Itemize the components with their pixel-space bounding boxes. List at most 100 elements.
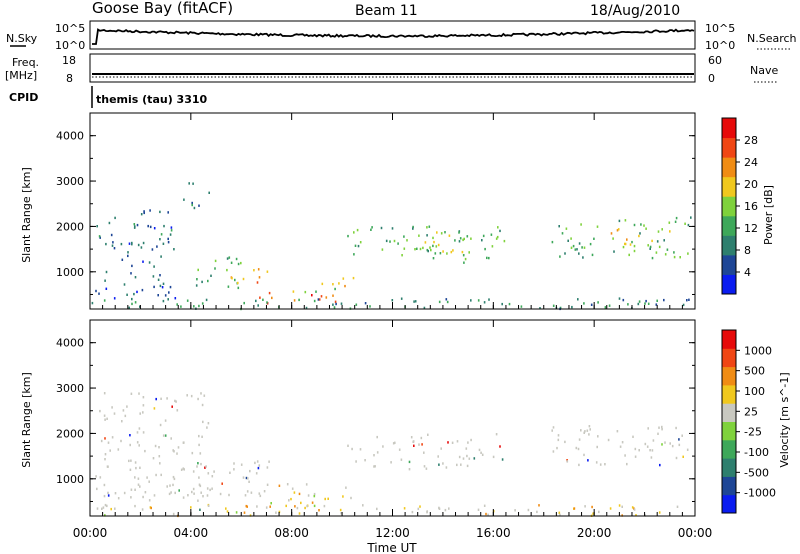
- scatter-cell: [290, 497, 292, 501]
- scatter-cell: [460, 463, 462, 466]
- scatter-cell: [347, 444, 349, 447]
- scatter-cell: [167, 241, 170, 244]
- scatter-cell: [226, 257, 229, 260]
- scatter-cell: [143, 211, 145, 215]
- scatter-cell: [257, 304, 259, 307]
- scatter-cell: [244, 494, 247, 497]
- scatter-cell: [134, 301, 137, 304]
- scatter-cell: [538, 504, 540, 507]
- scatter-cell: [356, 228, 359, 232]
- scatter-cell: [466, 464, 469, 468]
- scatter-cell: [418, 443, 420, 446]
- scatter-cell: [656, 299, 658, 302]
- scatter-cell: [211, 487, 213, 490]
- scatter-cell: [458, 240, 461, 243]
- scatter-cell: [682, 455, 684, 458]
- scatter-cell: [157, 278, 160, 281]
- scatter-cell: [243, 511, 246, 514]
- scatter-cell: [307, 494, 310, 497]
- scatter-cell: [597, 301, 599, 304]
- scatter-cell: [304, 290, 307, 294]
- scatter-cell: [128, 459, 130, 463]
- scatter-cell: [117, 497, 120, 500]
- scatter-cell: [237, 281, 239, 285]
- scatter-cell: [632, 435, 634, 438]
- scatter-cell: [673, 255, 676, 259]
- scatter-cell: [160, 255, 162, 258]
- scatter-cell: [160, 233, 163, 236]
- scatter-cell: [235, 257, 238, 261]
- cpid-value: themis (tau) 3310: [96, 93, 208, 106]
- scatter-cell: [595, 461, 598, 464]
- scatter-cell: [586, 429, 589, 432]
- scatter-cell: [105, 287, 108, 290]
- scatter-cell: [256, 460, 259, 463]
- scatter-cell: [335, 302, 337, 306]
- scatter-cell: [645, 227, 647, 230]
- scatter-cell: [571, 305, 573, 309]
- scatter-cell: [583, 453, 585, 457]
- scatter-cell: [103, 414, 106, 417]
- freq-right-tick-top: 60: [708, 54, 722, 67]
- scatter-cell: [131, 243, 133, 246]
- scatter-cell: [104, 418, 106, 421]
- scatter-cell: [432, 244, 434, 248]
- scatter-cell: [228, 493, 230, 497]
- scatter-cell: [473, 457, 476, 460]
- scatter-cell: [104, 458, 106, 461]
- scatter-cell: [597, 435, 599, 438]
- scatter-cell: [153, 285, 155, 289]
- station-title: Goose Bay (fitACF): [92, 0, 233, 17]
- scatter-cell: [162, 282, 165, 285]
- scatter-cell: [296, 506, 299, 510]
- y-tick-label: 2000: [56, 427, 84, 440]
- scatter-cell: [159, 274, 161, 277]
- scatter-cell: [257, 466, 260, 470]
- scatter-cell: [391, 227, 394, 230]
- scatter-cell: [456, 440, 459, 443]
- scatter-cell: [344, 284, 346, 288]
- colorbar-segment: [722, 215, 736, 236]
- scatter-cell: [233, 468, 235, 471]
- scatter-cell: [321, 282, 324, 286]
- scatter-cell: [200, 462, 202, 466]
- scatter-cell: [95, 475, 97, 478]
- scatter-cell: [591, 505, 593, 509]
- scatter-cell: [148, 499, 151, 502]
- scatter-cell: [564, 440, 566, 444]
- scatter-cell: [482, 234, 485, 238]
- scatter-cell: [96, 507, 99, 510]
- scatter-cell: [146, 476, 148, 479]
- scatter-cell: [376, 451, 379, 454]
- y-tick-label: 4000: [56, 130, 84, 143]
- scatter-cell: [134, 461, 137, 464]
- freq-unit-label: [MHz]: [5, 69, 37, 82]
- scatter-cell: [142, 495, 144, 499]
- scatter-cell: [593, 237, 595, 240]
- cpid-label: CPID: [9, 91, 38, 104]
- scatter-cell: [114, 507, 116, 510]
- scatter-cell: [159, 462, 161, 465]
- scatter-cell: [401, 254, 403, 257]
- scatter-cell: [240, 261, 242, 265]
- scatter-cell: [209, 488, 211, 492]
- scatter-cell: [659, 463, 661, 467]
- scatter-cell: [481, 239, 483, 242]
- scatter-cell: [158, 455, 161, 458]
- scatter-cell: [463, 261, 465, 264]
- freq-left-tick-bottom: 8: [66, 72, 73, 85]
- scatter-cell: [624, 242, 627, 246]
- scatter-cell: [127, 254, 129, 258]
- scatter-cell: [305, 483, 308, 486]
- scatter-cell: [433, 240, 435, 244]
- scatter-cell: [168, 492, 171, 496]
- scatter-cell: [658, 426, 660, 429]
- scatter-cell: [227, 285, 230, 288]
- scatter-cell: [588, 433, 590, 436]
- scatter-cell: [638, 234, 640, 238]
- scatter-cell: [413, 300, 415, 303]
- scatter-cell: [624, 454, 626, 457]
- scatter-cell: [257, 268, 260, 271]
- beam-title: Beam 11: [355, 3, 418, 19]
- scatter-cell: [139, 412, 141, 415]
